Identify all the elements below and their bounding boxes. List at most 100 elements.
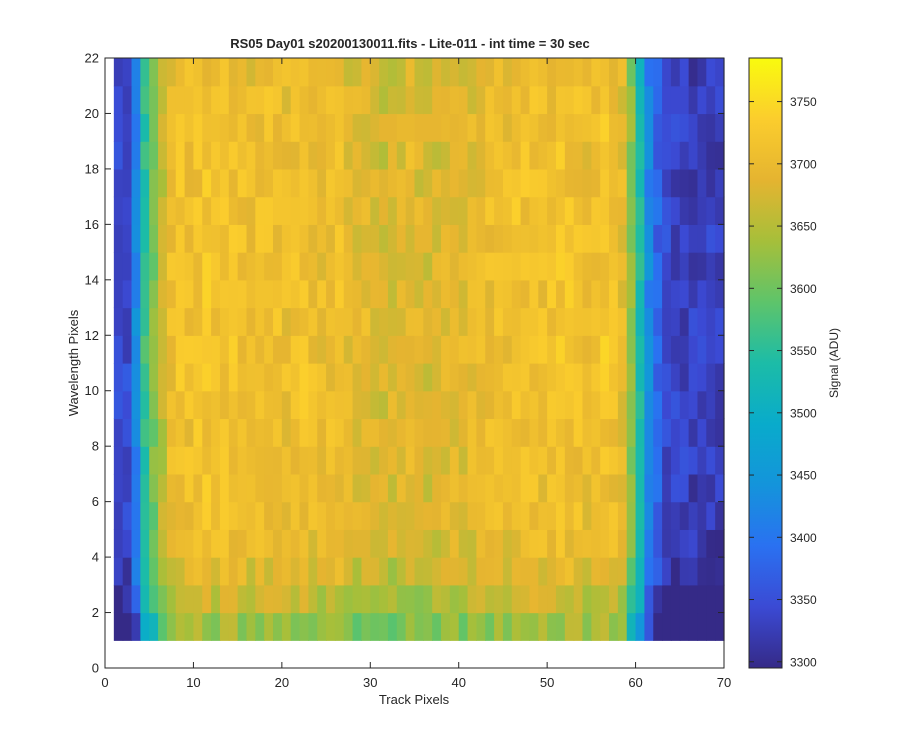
heatmap-cell [405, 473, 416, 503]
heatmap-cell [432, 529, 442, 558]
heatmap-cell [662, 584, 672, 614]
heatmap-cell [308, 335, 318, 364]
heatmap-cell [352, 168, 363, 198]
heatmap-cell [166, 141, 177, 170]
heatmap-cell [591, 252, 601, 281]
heatmap-cell [423, 363, 433, 392]
heatmap-cell [308, 307, 318, 336]
heatmap-cell [131, 446, 141, 475]
heatmap-cell [140, 363, 150, 392]
heatmap-cell [511, 529, 522, 558]
heatmap-cell [370, 141, 380, 170]
heatmap-cell [370, 501, 380, 530]
heatmap-cell [467, 446, 477, 475]
heatmap-cell [511, 196, 522, 225]
heatmap-cell [600, 279, 610, 309]
heatmap-cell [166, 390, 177, 420]
heatmap-cell [158, 529, 168, 558]
heatmap-cell [255, 390, 265, 420]
heatmap-cell [458, 557, 469, 586]
heatmap-cell [255, 335, 265, 364]
heatmap-cell [715, 446, 725, 475]
heatmap-cell [609, 335, 619, 364]
heatmap-cell [476, 501, 486, 530]
heatmap-cell [202, 168, 212, 198]
heatmap-cell [511, 335, 522, 364]
heatmap-cell [653, 113, 663, 142]
heatmap-cell [582, 196, 592, 225]
heatmap-cell [149, 557, 159, 586]
heatmap-cell [281, 252, 292, 281]
heatmap-cell [255, 584, 265, 614]
heatmap-cell [670, 85, 681, 115]
heatmap-cell [706, 58, 716, 87]
heatmap-cell [299, 529, 309, 558]
heatmap-cell [414, 196, 424, 225]
heatmap-cell [140, 584, 150, 614]
heatmap-cell [158, 85, 168, 115]
x-axis: 0 10 20 30 40 50 60 70 [101, 58, 731, 690]
heatmap-cell [423, 168, 433, 198]
heatmap-cell [290, 224, 301, 253]
heatmap-cell [193, 58, 203, 87]
heatmap-cell [441, 252, 451, 281]
heatmap-cell [299, 58, 309, 87]
heatmap-cell [219, 168, 230, 198]
y-tick-label: 2 [92, 605, 99, 620]
x-tick-label: 30 [363, 675, 377, 690]
heatmap-cell [432, 85, 442, 115]
heatmap-cell [688, 529, 699, 558]
heatmap-cell [202, 557, 212, 586]
heatmap-cell [255, 168, 265, 198]
heatmap-cell [211, 612, 221, 641]
heatmap-cell [591, 58, 601, 87]
heatmap-cell [113, 224, 124, 253]
heatmap-cell [264, 473, 274, 503]
heatmap-cell [573, 85, 584, 115]
heatmap-cell [113, 335, 124, 364]
heatmap-cell [511, 168, 522, 198]
heatmap-cell [255, 418, 265, 447]
heatmap-cell [281, 279, 292, 309]
heatmap-cell [449, 501, 460, 530]
heatmap-cell [626, 529, 637, 558]
heatmap-cell [122, 196, 133, 225]
heatmap-cell [326, 473, 336, 503]
heatmap-cell [149, 196, 159, 225]
heatmap-cell [529, 141, 539, 170]
heatmap-cell [140, 141, 150, 170]
heatmap-cell [697, 529, 707, 558]
heatmap-cell [326, 335, 336, 364]
heatmap-cell [158, 501, 168, 530]
heatmap-cell [573, 196, 584, 225]
heatmap-cell [494, 390, 504, 420]
heatmap-cell [184, 557, 195, 586]
heatmap-cell [423, 557, 433, 586]
colorbar-ticks: 3300 3350 3400 3450 3500 3550 3600 3650 3700 3750 [749, 95, 817, 669]
heatmap-cell [405, 58, 416, 87]
heatmap-cell [423, 224, 433, 253]
heatmap-cell [308, 612, 318, 641]
heatmap-cell [317, 418, 327, 447]
heatmap-cell [485, 473, 495, 503]
heatmap-cell [467, 363, 477, 392]
heatmap-cell [520, 473, 531, 503]
heatmap-cell [706, 446, 716, 475]
heatmap-cell [697, 363, 707, 392]
heatmap-cell [609, 279, 619, 309]
heatmap-cell [228, 335, 239, 364]
heatmap-cell [706, 473, 716, 503]
colorbar-label: Signal (ADU) [827, 328, 841, 398]
heatmap-cell [432, 224, 442, 253]
heatmap-cell [405, 446, 416, 475]
heatmap-cell [555, 113, 566, 142]
heatmap-cell [219, 279, 230, 309]
heatmap-cell [140, 58, 150, 87]
heatmap-cell [538, 529, 548, 558]
heatmap-cell [432, 252, 442, 281]
heatmap-cell [653, 390, 663, 420]
heatmap-cell [458, 335, 469, 364]
heatmap-cell [352, 279, 363, 309]
heatmap-cell [334, 473, 345, 503]
heatmap-cell [405, 529, 416, 558]
